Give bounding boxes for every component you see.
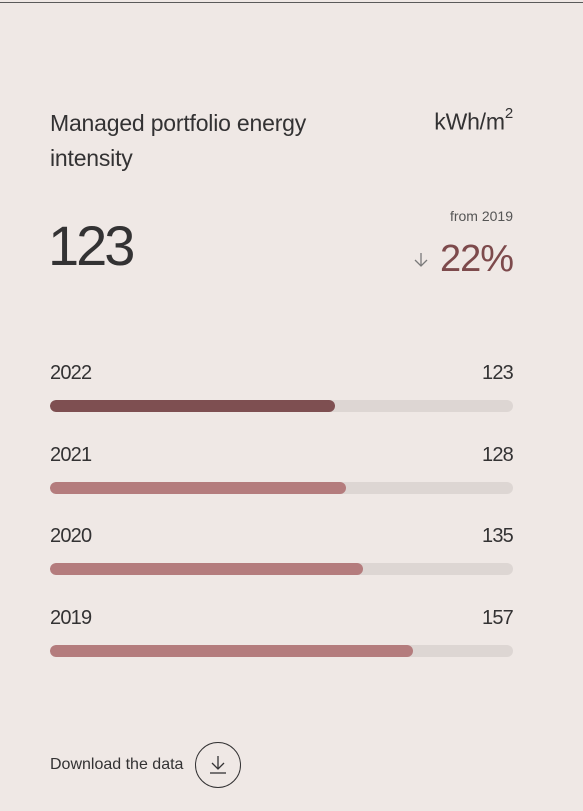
bar-track [50, 481, 513, 494]
down-arrow-icon [412, 250, 430, 270]
current-value: 123 [48, 214, 135, 277]
unit-base: kWh/m [434, 108, 505, 135]
unit-superscript: 2 [504, 105, 513, 122]
unit-label: kWh/m2 [434, 105, 513, 136]
bar-track [50, 563, 513, 575]
bar-category-label: 2020 [50, 525, 92, 547]
change-caption: from 2019 [449, 208, 513, 224]
bar-category-label: 2022 [50, 362, 92, 384]
bar-category-label: 2019 [50, 606, 92, 629]
bar-row-2022: 2022 123 [50, 362, 514, 414]
card-title: Managed portfolio energy intensity [50, 110, 307, 171]
energy-intensity-card: Managed portfolio energy intensity kWh/m… [48, 0, 514, 811]
bar-row-2020: 2020 135 [50, 525, 514, 577]
change-indicator: 22% [412, 238, 514, 281]
bar-track [50, 644, 513, 657]
bar-fill [50, 644, 413, 657]
bar-row-2021: 2021 128 [50, 443, 514, 496]
bar-fill [50, 400, 335, 412]
download-label[interactable]: Download the data [50, 756, 184, 773]
bar-track [50, 400, 513, 412]
bar-value-label: 135 [482, 525, 514, 547]
change-value: 22% [439, 238, 514, 280]
bar-value-label: 157 [482, 606, 514, 629]
download-icon[interactable] [195, 742, 242, 788]
bar-value-label: 128 [482, 443, 514, 466]
bar-fill [50, 481, 346, 494]
bar-category-label: 2021 [50, 443, 92, 466]
bar-fill [50, 563, 363, 575]
bar-value-label: 123 [482, 362, 514, 384]
top-divider [0, 2, 583, 3]
download-link[interactable]: Download the data [50, 742, 242, 788]
bar-row-2019: 2019 157 [50, 606, 514, 659]
